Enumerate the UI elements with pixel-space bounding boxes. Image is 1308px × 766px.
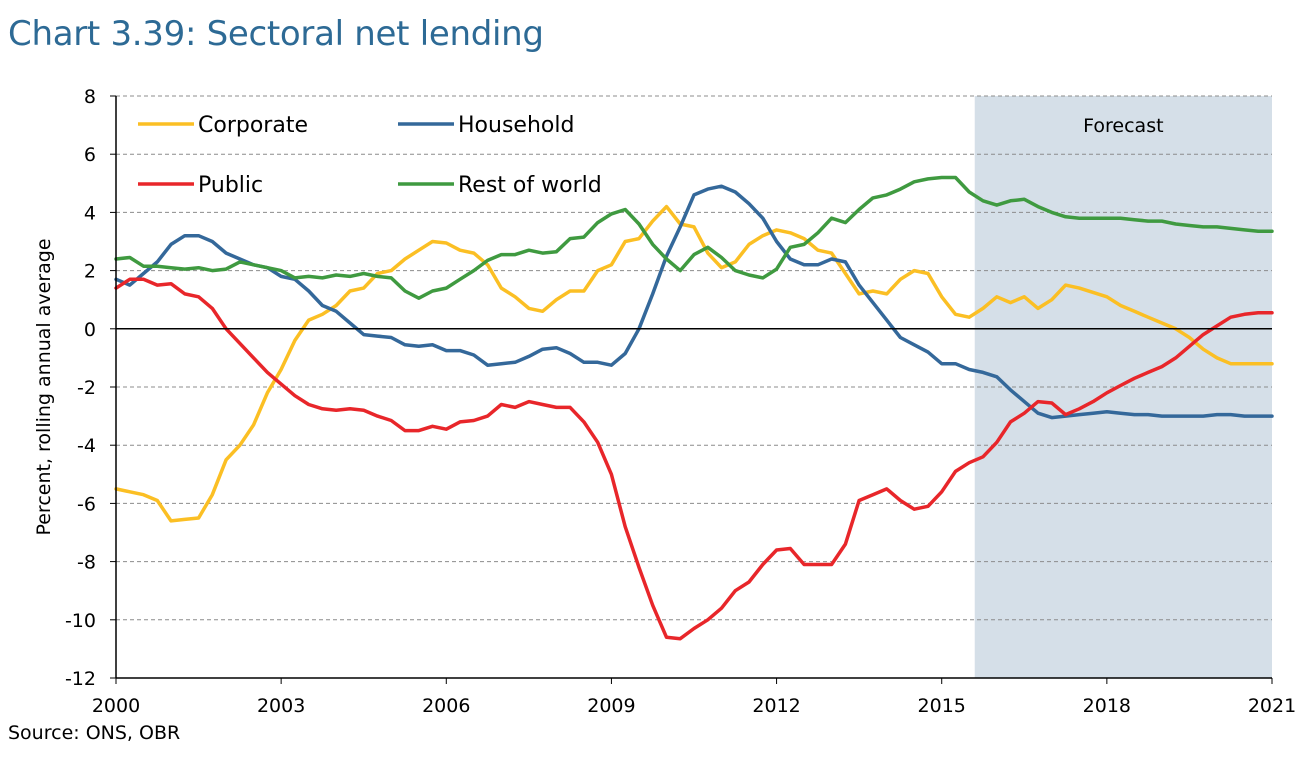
y-tick-label: -2 (77, 377, 96, 399)
x-tick-label: 2012 (752, 695, 800, 717)
y-tick-label: -12 (65, 668, 96, 690)
gridlines (116, 95, 1272, 621)
y-tick-label: 4 (84, 202, 96, 224)
y-tick-label: -8 (77, 552, 96, 574)
axes (115, 96, 1272, 679)
x-tick-label: 2009 (587, 695, 635, 717)
forecast-label: Forecast (1083, 115, 1163, 137)
x-tick-label: 2018 (1083, 695, 1131, 717)
chart-title: Chart 3.39: Sectoral net lending (8, 14, 544, 54)
x-tick-label: 2021 (1248, 695, 1296, 717)
y-tick-label: 2 (84, 261, 96, 283)
series-line-corporate (114, 204, 1274, 523)
y-tick-label: 6 (84, 144, 96, 166)
x-tick-label: 2015 (918, 695, 966, 717)
series-line-public (114, 277, 1274, 641)
source-note: Source: ONS, OBR (8, 722, 181, 744)
y-axis-ticks: 8 6 4 2 0 -2 -4 -6 -8 -10 -12 (65, 86, 116, 690)
legend-label: Household (458, 113, 574, 138)
x-tick-label: 2003 (257, 695, 305, 717)
y-axis-label: Percent, rolling annual average (33, 238, 55, 535)
y-tick-label: 0 (84, 319, 96, 341)
y-tick-label: -4 (77, 435, 96, 457)
x-axis-ticks: 2000 2003 2006 2009 2012 2015 2018 2021 (92, 678, 1296, 717)
legend: Corporate Household Public Rest of world (138, 113, 602, 198)
legend-label: Corporate (198, 113, 308, 138)
y-tick-label: -10 (65, 610, 96, 632)
series-line-rest-of-world (114, 175, 1274, 300)
y-tick-label: -6 (77, 493, 96, 515)
x-tick-label: 2000 (92, 695, 140, 717)
series-lines (114, 175, 1274, 641)
y-tick-label: 8 (84, 86, 96, 108)
legend-label: Public (198, 173, 263, 198)
legend-label: Rest of world (458, 173, 602, 198)
series-line-household (114, 184, 1274, 420)
x-tick-label: 2006 (422, 695, 470, 717)
